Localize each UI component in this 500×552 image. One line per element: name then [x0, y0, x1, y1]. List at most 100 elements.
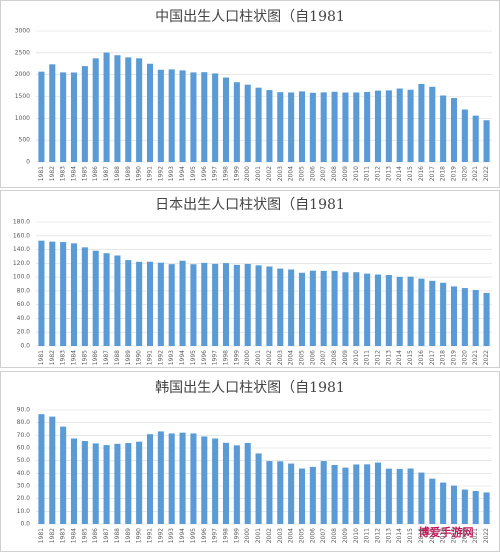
x-tick-label: 2006: [309, 350, 316, 365]
x-tick-label: 1982: [49, 528, 56, 543]
bar: [450, 485, 458, 524]
x-tick-label: 2015: [407, 350, 414, 365]
bar: [168, 264, 175, 346]
x-tick-label: 1998: [223, 166, 230, 181]
bar: [450, 98, 458, 162]
x-tick-label: 1998: [223, 350, 230, 365]
bar: [168, 69, 175, 162]
bar: [222, 263, 230, 346]
x-tick-label: 1989: [125, 528, 132, 543]
x-tick-label: 2001: [255, 166, 262, 181]
bar: [440, 95, 447, 162]
bar: [418, 84, 425, 162]
x-tick-label: 2019: [451, 350, 458, 365]
bar: [374, 274, 382, 346]
x-tick-label: 1998: [223, 528, 230, 543]
bar: [385, 275, 392, 346]
bar: [125, 260, 132, 346]
x-tick-label: 1984: [71, 350, 78, 365]
y-tick-label: 40.0: [17, 315, 31, 322]
x-tick-label: 2005: [299, 166, 306, 181]
bar: [255, 87, 262, 162]
x-tick-label: 2005: [299, 528, 306, 543]
bar: [92, 58, 99, 162]
x-tick-label: 2016: [418, 350, 425, 365]
x-tick-label: 1990: [136, 528, 143, 543]
x-tick-label: 1992: [157, 166, 164, 181]
bar: [353, 92, 360, 162]
bar: [472, 490, 479, 524]
y-tick-label: 2000: [15, 71, 30, 78]
bar: [396, 276, 403, 346]
bar: [277, 92, 284, 162]
bar: [70, 243, 78, 346]
bar: [38, 414, 45, 524]
x-tick-label: 2013: [385, 350, 392, 365]
bar: [440, 282, 447, 346]
bar: [418, 472, 425, 524]
bar: [212, 438, 219, 524]
x-tick-label: 2000: [244, 350, 251, 365]
x-tick-label: 1987: [103, 350, 110, 365]
bar: [374, 462, 382, 524]
x-tick-label: 1989: [125, 350, 132, 365]
bar: [461, 489, 468, 524]
bar: [70, 72, 78, 162]
x-tick-label: 2011: [364, 528, 371, 543]
x-tick-label: 2009: [342, 166, 349, 181]
bar: [244, 442, 251, 524]
x-tick-label: 2014: [396, 528, 403, 543]
bar: [201, 262, 208, 346]
bar: [298, 91, 306, 162]
x-tick-label: 2018: [440, 350, 447, 365]
bar: [60, 242, 67, 346]
bar: [125, 57, 132, 163]
x-tick-label: 2022: [483, 350, 490, 365]
x-tick-label: 2005: [299, 350, 306, 365]
x-tick-label: 2004: [288, 350, 295, 365]
bar: [461, 109, 468, 162]
bar: [277, 461, 284, 524]
bar: [472, 290, 479, 346]
y-tick-label: 160.0: [13, 232, 30, 239]
y-tick-label: 100.0: [13, 274, 30, 281]
bar: [103, 253, 110, 346]
bar: [233, 445, 240, 524]
x-tick-label: 1993: [168, 166, 175, 181]
bar: [92, 443, 99, 524]
x-tick-label: 1987: [103, 528, 110, 543]
x-tick-label: 2019: [451, 166, 458, 181]
bar: [146, 434, 154, 524]
bar: [342, 92, 349, 162]
x-tick-label: 1992: [157, 350, 164, 365]
bar: [385, 468, 392, 524]
bar: [157, 262, 164, 346]
y-tick-label: 50.0: [17, 457, 31, 464]
bar: [212, 73, 219, 162]
bar: [309, 270, 316, 346]
x-tick-label: 2009: [342, 528, 349, 543]
x-tick-label: 2007: [320, 166, 327, 181]
x-tick-label: 1991: [147, 350, 154, 365]
x-tick-label: 2002: [266, 528, 273, 543]
bar: [125, 443, 132, 524]
bar: [364, 273, 371, 346]
x-tick-label: 1994: [179, 528, 186, 543]
x-tick-label: 1982: [49, 166, 56, 181]
bar: [222, 442, 230, 524]
x-tick-label: 2010: [353, 166, 360, 181]
x-tick-label: 1992: [157, 528, 164, 543]
x-tick-label: 1988: [114, 528, 121, 543]
bar: [60, 72, 67, 162]
bar: [331, 91, 338, 162]
x-tick-label: 2003: [277, 528, 284, 543]
bar: [136, 58, 143, 162]
y-tick-label: 60.0: [17, 301, 31, 308]
y-tick-label: 3000: [15, 28, 30, 35]
x-tick-label: 2022: [483, 166, 490, 181]
x-tick-label: 2016: [418, 528, 425, 543]
bar: [222, 77, 230, 162]
y-tick-label: 180.0: [13, 219, 30, 226]
x-tick-label: 1994: [179, 350, 186, 365]
x-tick-label: 2017: [429, 528, 436, 543]
